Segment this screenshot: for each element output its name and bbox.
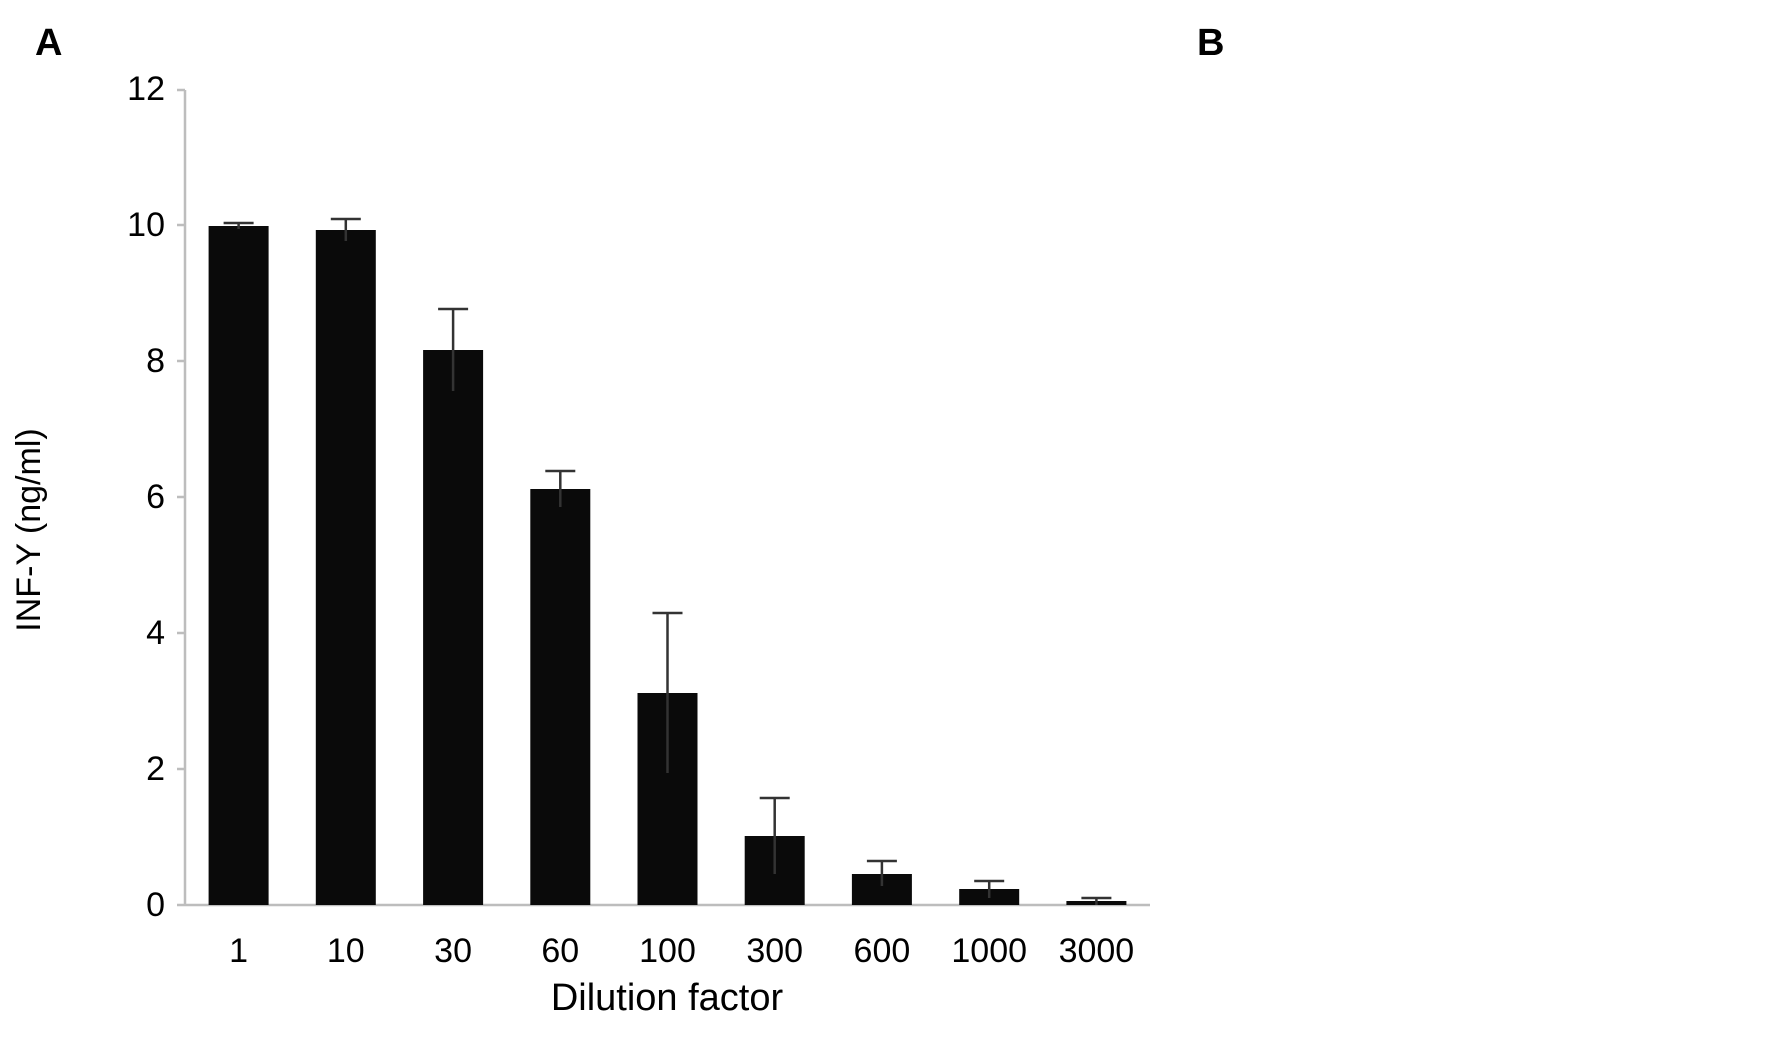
svg-text:0: 0 (146, 886, 165, 924)
svg-text:10: 10 (327, 932, 365, 970)
svg-text:300: 300 (746, 932, 803, 970)
svg-text:4: 4 (146, 614, 165, 652)
svg-text:10: 10 (127, 206, 165, 244)
svg-text:1: 1 (229, 932, 248, 970)
svg-text:2: 2 (146, 750, 165, 788)
svg-text:Dilution factor: Dilution factor (551, 977, 784, 1019)
svg-text:B: B (1197, 22, 1224, 64)
svg-text:A: A (35, 22, 62, 64)
svg-text:6: 6 (146, 478, 165, 516)
svg-text:1000: 1000 (951, 932, 1027, 970)
svg-text:600: 600 (854, 932, 911, 970)
svg-text:3000: 3000 (1059, 932, 1135, 970)
svg-text:12: 12 (127, 70, 165, 108)
svg-text:100: 100 (639, 932, 696, 970)
svg-text:60: 60 (541, 932, 579, 970)
svg-text:INF-Y (ng/ml): INF-Y (ng/ml) (10, 428, 48, 631)
svg-text:30: 30 (434, 932, 472, 970)
svg-text:8: 8 (146, 342, 165, 380)
